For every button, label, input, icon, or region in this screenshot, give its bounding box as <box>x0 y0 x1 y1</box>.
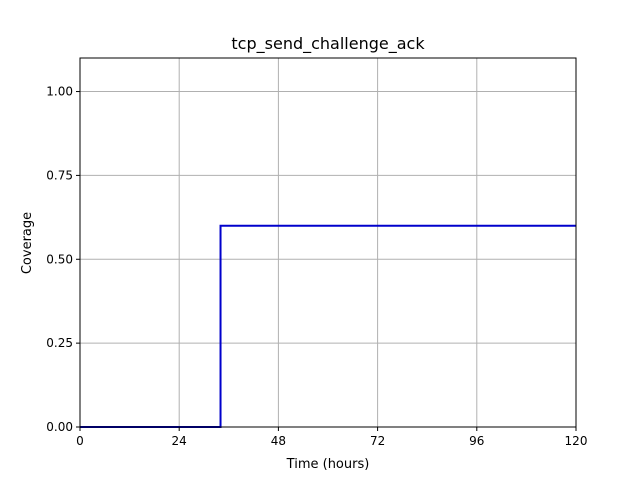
y-tick-label: 1.00 <box>46 85 73 99</box>
chart-title: tcp_send_challenge_ack <box>231 34 425 54</box>
x-axis-label: Time (hours) <box>286 457 370 472</box>
x-tick-label: 48 <box>271 434 286 448</box>
y-tick-label: 0.75 <box>46 168 73 182</box>
x-tick-label: 96 <box>469 434 484 448</box>
y-tick-label: 0.50 <box>46 252 73 266</box>
plot-frame <box>79 57 577 428</box>
y-axis-ticks: 0.00 0.25 0.50 0.75 1.00 <box>46 85 80 434</box>
x-tick-label: 72 <box>370 434 385 448</box>
y-axis-label: Coverage <box>20 212 35 274</box>
x-tick-label: 120 <box>565 434 588 448</box>
y-tick-label: 0.00 <box>46 420 73 434</box>
x-axis-ticks: 0 24 48 72 96 120 <box>76 427 587 448</box>
x-tick-label: 0 <box>76 434 84 448</box>
x-tick-label: 24 <box>172 434 187 448</box>
y-tick-label: 0.25 <box>46 336 73 350</box>
